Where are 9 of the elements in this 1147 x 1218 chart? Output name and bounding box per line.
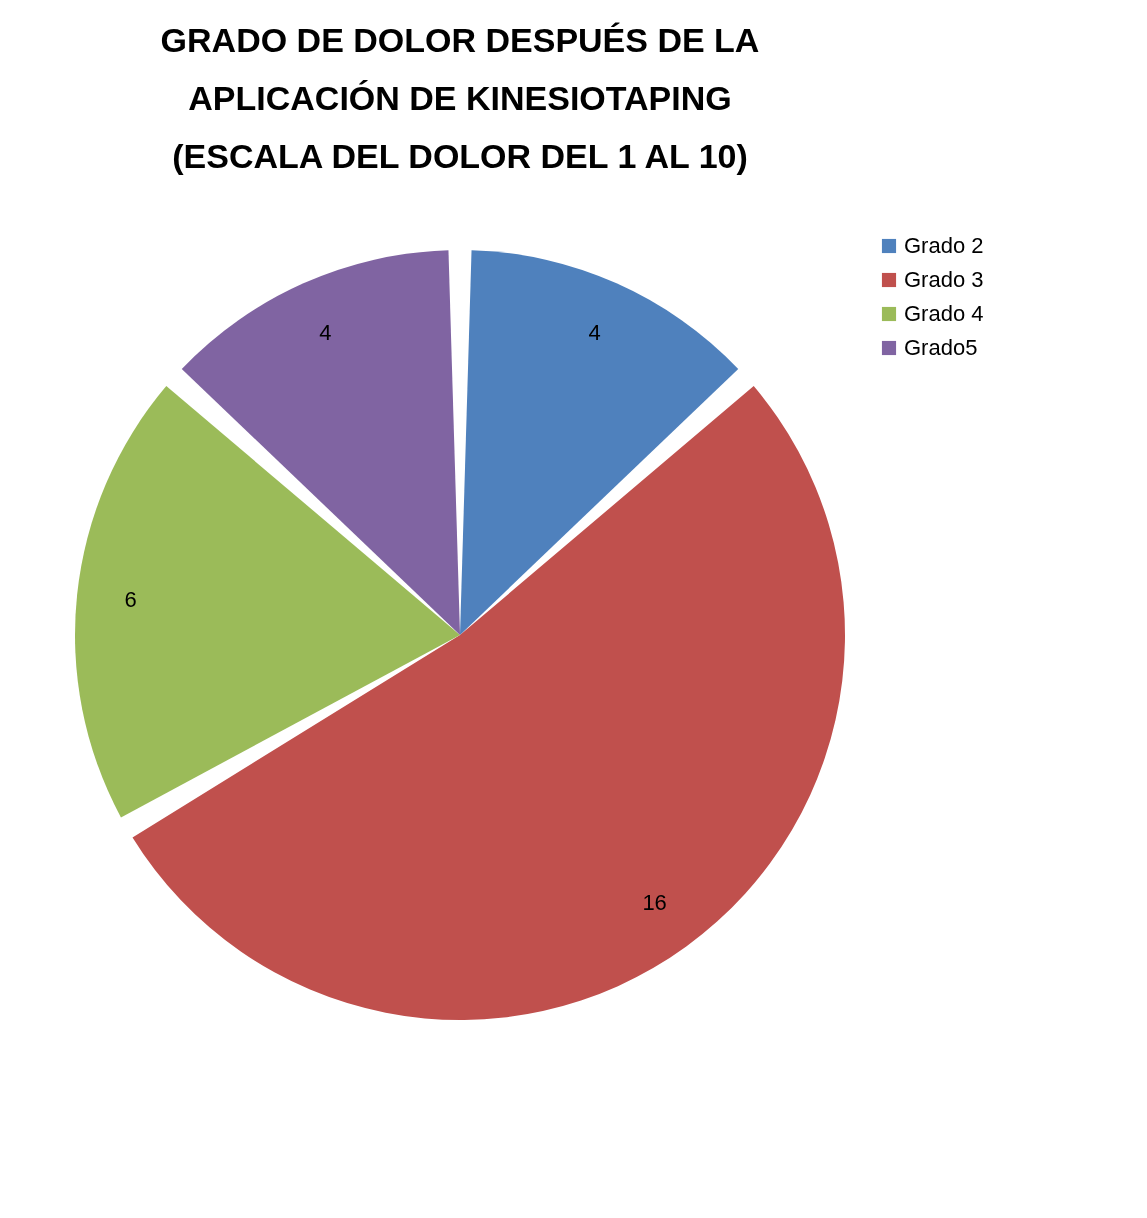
legend-label: Grado 2 bbox=[904, 233, 984, 258]
legend-label: Grado5 bbox=[904, 335, 978, 360]
legend-label: Grado 3 bbox=[904, 267, 984, 292]
legend-label: Grado 4 bbox=[904, 301, 984, 326]
data-label: 6 bbox=[124, 587, 137, 613]
data-label: 4 bbox=[319, 319, 332, 345]
data-label: 4 bbox=[588, 319, 601, 345]
data-label: 16 bbox=[642, 889, 667, 915]
chart-title: GRADO DE DOLOR DESPUÉS DE LA APLICACIÓN DE KINESIOTAPING (ESCALA DEL DOLOR DEL 1 AL 10) bbox=[160, 21, 760, 175]
